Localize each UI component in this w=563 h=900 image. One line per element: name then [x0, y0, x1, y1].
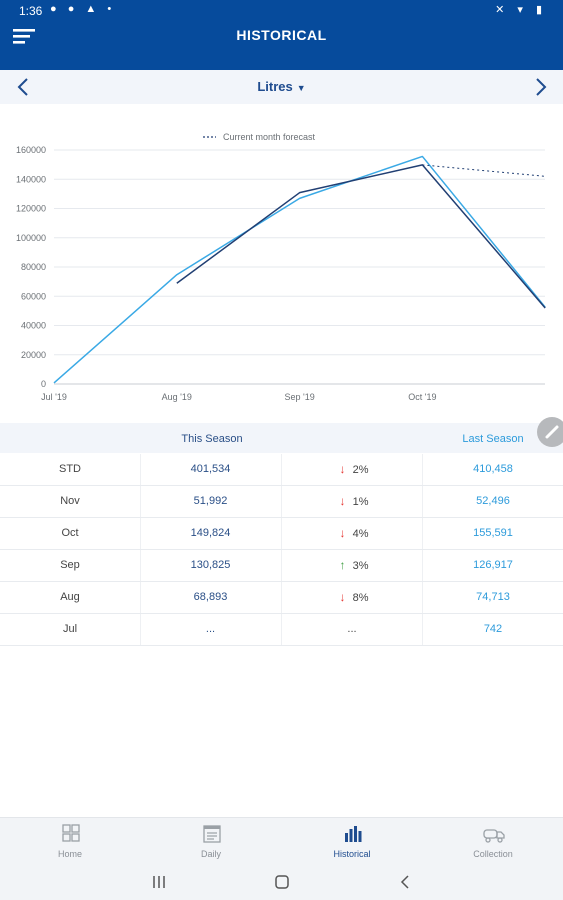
change-cell: ↓ 4% — [282, 518, 423, 549]
tab-historical[interactable]: Historical — [282, 818, 422, 864]
tab-collection[interactable]: Collection — [423, 818, 563, 864]
last-season-value: 155,591 — [473, 527, 513, 539]
last-season-value: 126,917 — [473, 559, 513, 571]
y-tick-label: 80000 — [21, 262, 46, 272]
status-bar: 1:36 ● ● ▲ • ✕ ▾ ▮ — [0, 0, 563, 20]
bottom-tab-bar: Home Daily Historical Collection — [0, 817, 563, 864]
row-label: Jul — [0, 614, 141, 645]
change-percent: ... — [347, 623, 357, 635]
this-season-series-line — [176, 164, 546, 309]
back-icon[interactable] — [395, 872, 417, 892]
row-label: Aug — [0, 582, 141, 613]
change-percent: 4% — [352, 528, 369, 540]
table-row: Aug 68,893 ↓ 8% 74,713 — [0, 582, 563, 614]
notification-icons: ● ● ▲ • — [50, 3, 116, 15]
this-season-value: 68,893 — [140, 582, 282, 613]
legend-label: Current month forecast — [223, 132, 316, 142]
home-icon[interactable] — [271, 872, 293, 892]
table-row: Oct 149,824 ↓ 4% 155,591 — [0, 518, 563, 550]
bar-chart-icon — [345, 826, 362, 842]
row-label: Nov — [0, 486, 141, 517]
y-tick-label: 120000 — [16, 204, 46, 214]
caret-down-icon: ▼ — [296, 83, 306, 93]
arrow-up-icon: ↑ — [339, 558, 346, 572]
y-tick-label: 160000 — [16, 145, 46, 155]
table-row: Jul...... 742 — [0, 614, 563, 646]
last-season-value: 410,458 — [473, 463, 513, 475]
tab-daily[interactable]: Daily — [141, 818, 281, 864]
tab-collection-label: Collection — [473, 849, 513, 859]
table-row: Nov 51,992 ↓ 1% 52,496 — [0, 486, 563, 518]
menu-icon[interactable] — [12, 26, 38, 52]
change-cell: ↓ 8% — [282, 582, 423, 613]
x-tick-label: Aug '19 — [162, 392, 192, 402]
page-title: HISTORICAL — [236, 27, 327, 43]
last-season-series-line — [53, 155, 546, 384]
app-bar: HISTORICAL — [0, 20, 563, 70]
recent-apps-icon[interactable] — [148, 872, 170, 892]
x-tick-label: Sep '19 — [284, 392, 314, 402]
system-nav-bar — [0, 863, 563, 900]
this-season-header: This Season — [181, 433, 243, 445]
change-percent: 1% — [352, 496, 369, 508]
y-tick-label: 140000 — [16, 174, 46, 184]
change-cell: ↓ 2% — [282, 454, 423, 485]
calendar-icon — [203, 825, 221, 843]
table-row: Sep 130,825 ↑ 3% 126,917 — [0, 550, 563, 582]
status-time: 1:36 — [19, 4, 43, 18]
edit-button[interactable] — [537, 417, 563, 447]
system-icons: ✕ ▾ ▮ — [495, 4, 547, 16]
arrow-down-icon: ↓ — [339, 462, 346, 476]
y-tick-label: 20000 — [21, 350, 46, 360]
last-season-header: Last Season — [462, 433, 524, 445]
change-cell: ... — [282, 614, 423, 645]
x-tick-label: Oct '19 — [408, 392, 436, 402]
y-tick-label: 40000 — [21, 321, 46, 331]
tab-home[interactable]: Home — [0, 818, 140, 864]
change-cell: ↑ 3% — [282, 550, 423, 581]
x-tick-label: Jul '19 — [41, 392, 67, 402]
this-season-value: 149,824 — [140, 518, 282, 549]
table-row: STD 401,534 ↓ 2% 410,458 — [0, 454, 563, 486]
unit-selector-bar: Litres ▼ — [0, 70, 563, 104]
truck-icon — [483, 829, 505, 843]
unit-dropdown[interactable]: Litres ▼ — [0, 79, 563, 94]
row-label: Sep — [0, 550, 141, 581]
this-season-value: 51,992 — [140, 486, 282, 517]
last-season-value: 742 — [483, 623, 503, 635]
pencil-icon — [545, 425, 559, 439]
y-tick-label: 100000 — [16, 233, 46, 243]
arrow-down-icon: ↓ — [339, 590, 346, 604]
tab-daily-label: Daily — [200, 849, 221, 859]
arrow-down-icon: ↓ — [339, 526, 346, 540]
chevron-right-icon[interactable] — [531, 76, 551, 98]
this-season-value: 401,534 — [140, 454, 282, 485]
last-season-value: 52,496 — [476, 495, 510, 507]
last-season-value: 74,713 — [476, 591, 510, 603]
row-label: Oct — [0, 518, 141, 549]
change-percent: 8% — [352, 592, 369, 604]
y-tick-label: 0 — [41, 379, 46, 389]
grid-icon — [62, 824, 80, 842]
historical-chart: 0 20000 40000 60000 80000 100000 120000 140000 1… — [16, 132, 546, 402]
unit-label: Litres — [257, 79, 293, 94]
tab-historical-label: Historical — [333, 849, 371, 859]
y-tick-label: 60000 — [21, 291, 46, 301]
change-percent: 2% — [352, 464, 369, 476]
change-percent: 3% — [352, 560, 369, 572]
arrow-down-icon: ↓ — [339, 494, 346, 508]
this-season-value: 130,825 — [140, 550, 282, 581]
change-cell: ↓ 1% — [282, 486, 423, 517]
table-header: This Season Last Season — [0, 423, 563, 453]
tab-home-label: Home — [57, 849, 82, 859]
chevron-left-icon[interactable] — [14, 76, 34, 98]
forecast-series-line — [422, 164, 546, 177]
this-season-value: ... — [140, 614, 282, 645]
comparison-table: STD 401,534 ↓ 2% 410,458 Nov 51,992 ↓ 1% 52,496… — [0, 454, 563, 646]
row-label: STD — [0, 454, 141, 485]
